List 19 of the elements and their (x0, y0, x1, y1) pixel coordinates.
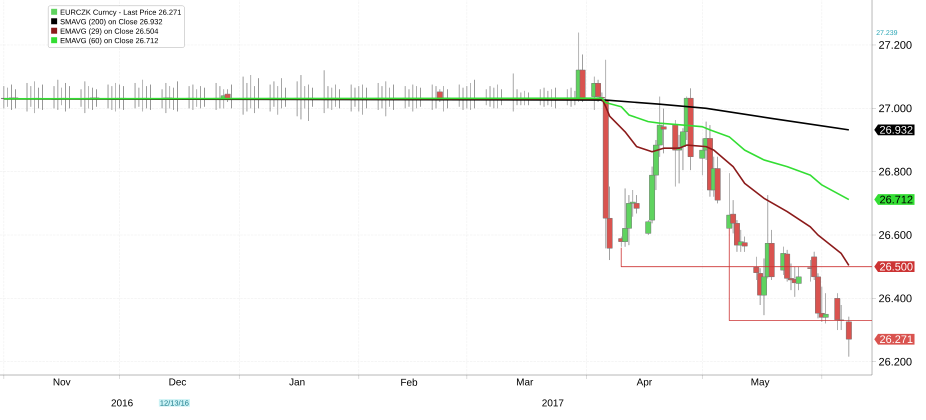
annotation: 26.271 (880, 335, 912, 344)
x-tick-label: Mar (516, 378, 534, 386)
x-tick-label: Nov (54, 378, 71, 386)
annotation: 26.712 (880, 196, 912, 204)
text: 2016 (112, 399, 133, 406)
y-tick-label: 27.000 (879, 104, 912, 112)
x-tick-label: May (752, 378, 770, 388)
x-tick-label: Feb (401, 378, 418, 386)
y-tick-label: 26.600 (879, 231, 912, 239)
y-tick-label: 26.400 (879, 294, 912, 302)
x-tick-label: Dec (169, 378, 186, 386)
y-tick-label: 26.200 (879, 358, 912, 366)
annotation: 26.500 (880, 262, 913, 271)
y-tick-label: 26.800 (879, 168, 912, 176)
annotation: 26.932 (880, 126, 912, 134)
text: 2017 (542, 399, 564, 406)
x-tick-label: Jan (289, 378, 304, 386)
x-tick-label: Apr (636, 378, 652, 388)
y-tick-label: 27.200 (879, 41, 912, 49)
